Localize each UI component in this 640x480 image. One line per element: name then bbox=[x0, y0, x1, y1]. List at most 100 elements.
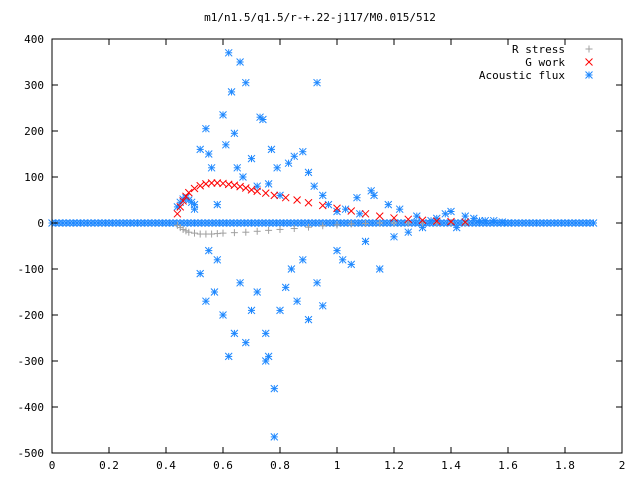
data-point bbox=[253, 288, 262, 296]
data-point bbox=[69, 219, 78, 227]
data-point bbox=[318, 301, 327, 310]
y-tick-label: -300 bbox=[18, 355, 45, 368]
data-point bbox=[253, 227, 261, 235]
data-point bbox=[265, 226, 273, 234]
data-point bbox=[384, 200, 393, 209]
data-point bbox=[230, 229, 238, 237]
data-point bbox=[264, 352, 273, 361]
data-point bbox=[347, 220, 355, 228]
data-point bbox=[202, 124, 210, 133]
data-point bbox=[190, 205, 199, 214]
data-point bbox=[241, 184, 250, 192]
data-point bbox=[333, 207, 341, 216]
y-tick-label: -200 bbox=[18, 309, 45, 322]
data-point bbox=[236, 278, 244, 287]
y-tick-label: 300 bbox=[24, 79, 44, 92]
y-tick-label: 200 bbox=[24, 125, 44, 138]
data-point bbox=[197, 219, 206, 227]
data-point bbox=[196, 145, 205, 154]
data-point bbox=[133, 219, 142, 227]
data-point bbox=[179, 225, 187, 233]
data-point bbox=[182, 227, 190, 235]
data-point bbox=[196, 181, 205, 190]
data-point bbox=[333, 246, 341, 255]
data-point bbox=[224, 48, 233, 57]
data-point bbox=[305, 223, 312, 231]
series-r-stress bbox=[173, 219, 469, 238]
data-point bbox=[207, 179, 216, 187]
data-point bbox=[284, 159, 293, 168]
data-point bbox=[432, 217, 441, 226]
data-point bbox=[233, 163, 242, 172]
data-point bbox=[207, 163, 216, 172]
data-point bbox=[397, 219, 405, 227]
data-point bbox=[242, 228, 250, 236]
data-point bbox=[239, 173, 247, 181]
data-point bbox=[247, 306, 256, 315]
data-point bbox=[210, 288, 219, 296]
data-point bbox=[358, 219, 366, 227]
data-point bbox=[561, 219, 569, 227]
data-point bbox=[247, 154, 256, 163]
data-point bbox=[215, 219, 224, 227]
data-point bbox=[224, 352, 233, 361]
data-point bbox=[219, 229, 227, 237]
data-point bbox=[213, 255, 222, 264]
data-point bbox=[353, 193, 361, 202]
data-point bbox=[362, 219, 369, 227]
data-point bbox=[338, 255, 347, 264]
data-point bbox=[447, 207, 455, 216]
data-point bbox=[201, 219, 210, 227]
x-tick-label: 2 bbox=[619, 459, 626, 472]
data-point bbox=[221, 140, 230, 149]
data-point bbox=[318, 191, 327, 200]
data-point bbox=[498, 218, 507, 226]
data-point bbox=[226, 219, 234, 227]
legend-label: R stress bbox=[512, 43, 565, 56]
legend-marker bbox=[585, 45, 593, 53]
data-point bbox=[94, 219, 103, 227]
y-tick-label: -400 bbox=[18, 401, 45, 414]
data-point bbox=[529, 219, 537, 227]
data-point bbox=[230, 329, 239, 338]
data-point bbox=[418, 216, 427, 225]
y-tick-label: -500 bbox=[18, 447, 45, 460]
y-tick-label: 0 bbox=[37, 217, 44, 230]
data-point bbox=[261, 189, 270, 197]
data-point bbox=[375, 212, 384, 220]
data-point bbox=[447, 219, 455, 227]
data-point bbox=[112, 219, 120, 227]
data-point bbox=[361, 209, 370, 218]
data-point bbox=[227, 88, 236, 96]
data-point bbox=[73, 219, 81, 227]
data-point bbox=[313, 78, 321, 87]
data-point bbox=[165, 219, 174, 227]
data-point bbox=[259, 115, 267, 124]
data-point bbox=[575, 219, 584, 227]
data-point bbox=[219, 111, 227, 119]
data-point bbox=[230, 181, 239, 190]
data-point bbox=[279, 219, 288, 227]
data-point bbox=[83, 219, 92, 227]
data-point bbox=[236, 58, 244, 66]
data-point bbox=[370, 191, 378, 200]
data-point bbox=[140, 219, 149, 227]
plot-layer bbox=[48, 48, 598, 441]
data-point bbox=[368, 219, 377, 227]
data-point bbox=[196, 269, 205, 278]
x-tick-label: 0.6 bbox=[213, 459, 233, 472]
data-point bbox=[452, 223, 461, 232]
legend-marker bbox=[585, 71, 593, 79]
data-point bbox=[264, 180, 273, 188]
data-point bbox=[283, 219, 291, 227]
data-point bbox=[319, 222, 327, 230]
data-point bbox=[333, 221, 341, 229]
data-point bbox=[230, 129, 239, 138]
data-point bbox=[202, 297, 210, 306]
data-point bbox=[412, 212, 421, 220]
data-point bbox=[347, 207, 356, 215]
data-point bbox=[304, 315, 313, 324]
data-point bbox=[390, 214, 398, 222]
data-point bbox=[293, 297, 301, 306]
data-point bbox=[286, 219, 295, 227]
